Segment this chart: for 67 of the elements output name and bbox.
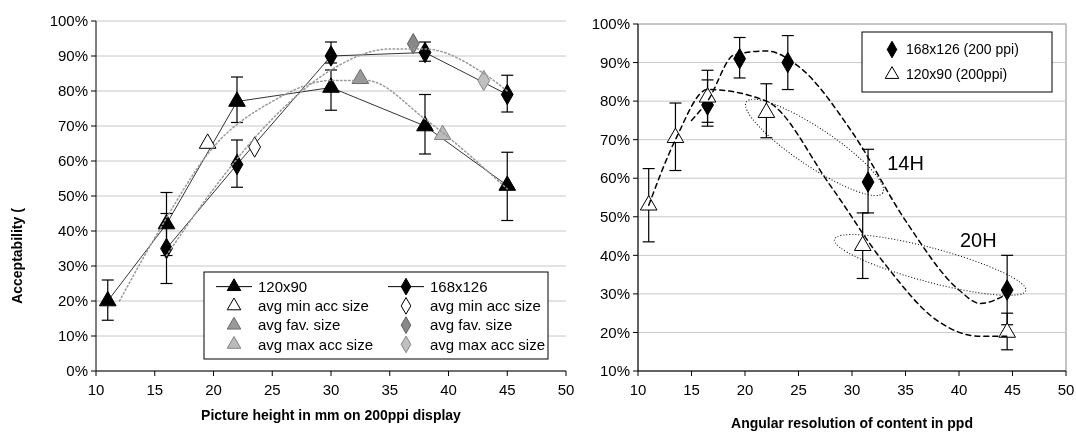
- y-tick-label: 10%: [599, 362, 630, 380]
- point: [416, 115, 434, 132]
- x-tick-label: 40: [950, 381, 968, 398]
- point: [666, 127, 685, 144]
- point: [998, 322, 1016, 338]
- legend-label: avg fav. size: [430, 316, 513, 334]
- legend-label: 168x126 (200 ppi): [906, 41, 1019, 58]
- x-tick-label: 35: [381, 381, 399, 398]
- x-tick-label: 50: [557, 381, 575, 398]
- y-tick-label: 100%: [49, 12, 88, 30]
- x-tick-label: 10: [87, 381, 105, 398]
- y-tick-label: 0%: [66, 362, 88, 380]
- point: [639, 195, 658, 211]
- y-tick-label: 80%: [599, 92, 630, 110]
- legend-label: avg min acc size: [258, 297, 369, 315]
- point: [698, 87, 717, 103]
- legend-label: 120x90: [258, 277, 308, 295]
- y-tick-label: 30%: [57, 257, 88, 275]
- y-tick-label: 40%: [57, 222, 88, 240]
- x-tick-label: 20: [205, 381, 222, 398]
- legend-label: avg min acc size: [430, 297, 541, 315]
- x-tick-label: 40: [440, 381, 457, 398]
- x-tick-label: 20: [736, 381, 754, 398]
- y-axis-title: Acceptability (: [9, 207, 25, 304]
- point: [351, 68, 370, 85]
- y-tick-label: 10%: [57, 327, 88, 345]
- x-tick-label: 30: [843, 381, 861, 398]
- y-tick-label: 100%: [591, 15, 630, 33]
- y-tick-label: 90%: [599, 53, 630, 71]
- x-tick-label: 25: [263, 381, 281, 398]
- x-tick-label: 25: [790, 381, 807, 398]
- y-tick-label: 70%: [599, 130, 630, 148]
- annotation: 20H: [959, 228, 997, 251]
- x-tick-label: 30: [322, 381, 340, 398]
- y-tick-label: 60%: [57, 152, 88, 170]
- y-tick-label: 80%: [57, 82, 88, 100]
- point: [98, 290, 117, 307]
- legend-label: avg max acc size: [430, 335, 546, 353]
- legend-label: 168x126: [430, 277, 488, 295]
- y-tick-label: 90%: [57, 47, 88, 65]
- y-tick-label: 40%: [599, 246, 630, 264]
- y-tick-label: 30%: [599, 285, 630, 303]
- x-tick-label: 15: [146, 381, 164, 398]
- point: [757, 102, 776, 118]
- point: [228, 91, 246, 107]
- x-tick-label: 45: [1004, 381, 1021, 398]
- legend-label: 120x90 (200ppi): [906, 66, 1008, 83]
- point: [198, 133, 217, 149]
- y-tick-label: 20%: [57, 292, 88, 310]
- legend-label: avg fav. size: [258, 316, 341, 334]
- y-tick-label: 20%: [599, 323, 630, 341]
- y-tick-label: 50%: [599, 208, 630, 226]
- y-tick-label: 60%: [599, 169, 630, 187]
- legend-label: avg max acc size: [258, 335, 374, 353]
- point: [498, 175, 517, 191]
- y-tick-label: 70%: [57, 117, 88, 135]
- x-tick-label: 15: [683, 381, 700, 398]
- point: [322, 77, 340, 93]
- x-tick-label: 35: [897, 381, 914, 398]
- x-tick-label: 50: [1057, 381, 1075, 398]
- point: [853, 235, 872, 251]
- annotation: 14H: [887, 151, 924, 174]
- x-axis-title: Picture height in mm on 200ppi display: [201, 407, 462, 423]
- x-tick-label: 45: [498, 381, 516, 398]
- y-tick-label: 50%: [57, 187, 88, 205]
- x-tick-label: 10: [629, 381, 647, 398]
- x-axis-title: Angular resolution of content in ppd: [731, 415, 973, 431]
